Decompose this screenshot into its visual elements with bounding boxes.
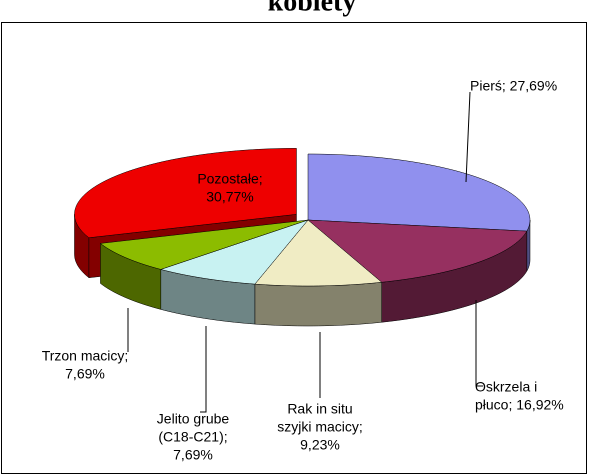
data-label: 9,23% [300, 437, 340, 453]
data-label: Rak in situ [287, 401, 352, 417]
data-label: Pozostałe; [197, 171, 262, 187]
slice [307, 219, 528, 283]
slice [254, 219, 383, 287]
data-label: (C18-C21); [158, 429, 227, 445]
data-label: Pierś; 27,69% [470, 78, 557, 94]
data-label: 30,77% [206, 189, 253, 205]
slice [159, 219, 309, 285]
data-label: płuco; 16,92% [475, 397, 564, 413]
slice-side [254, 281, 382, 327]
data-label: 7,69% [173, 447, 213, 463]
slice [99, 219, 309, 270]
leader-line [475, 300, 483, 387]
leader-line [465, 91, 471, 183]
data-label: szyjki macicy; [277, 419, 363, 435]
data-label: Trzon macicy; [42, 348, 129, 364]
data-label: Oskrzela i [475, 379, 537, 395]
chart-title: kobiety [268, 0, 357, 17]
leader-line [200, 326, 207, 413]
data-label: 7,69% [65, 366, 105, 382]
data-label: Jelito grube [157, 411, 230, 427]
slice [74, 148, 297, 238]
slice [307, 153, 531, 232]
